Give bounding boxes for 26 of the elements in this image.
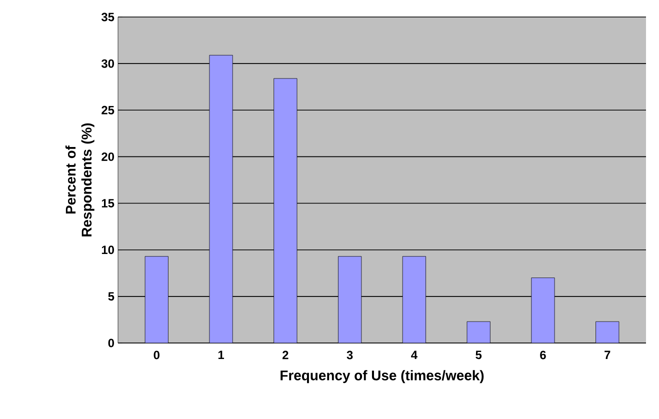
x-tick-label: 1 — [218, 350, 224, 359]
y-tick-label: 5 — [108, 292, 114, 301]
bar — [145, 256, 168, 343]
y-tick-label: 15 — [102, 199, 114, 208]
bar — [402, 256, 426, 343]
x-tick-label: 4 — [411, 350, 418, 359]
bar — [467, 322, 490, 343]
y-tick-label: 35 — [101, 12, 114, 22]
x-tick-label: 3 — [346, 350, 353, 360]
bar — [274, 78, 298, 343]
bar — [338, 256, 362, 343]
x-tick-label: 5 — [476, 350, 482, 360]
bar — [209, 55, 233, 343]
x-tick-label: 2 — [282, 350, 288, 360]
x-tick-label: 0 — [154, 350, 160, 360]
y-axis-title: Percent of Respondents (%) — [65, 123, 94, 236]
y-tick-label: 30 — [101, 59, 114, 68]
y-tick-label: 0 — [108, 338, 114, 348]
y-tick-label: 10 — [102, 246, 114, 254]
x-axis-title: Frequency of Use (times/week) — [280, 370, 484, 384]
x-tick-label: 7 — [604, 350, 610, 359]
bar — [596, 321, 620, 343]
bar — [531, 278, 555, 343]
y-tick-label: 25 — [102, 106, 114, 114]
y-tick-label: 20 — [102, 152, 114, 161]
x-tick-label: 6 — [540, 350, 546, 360]
